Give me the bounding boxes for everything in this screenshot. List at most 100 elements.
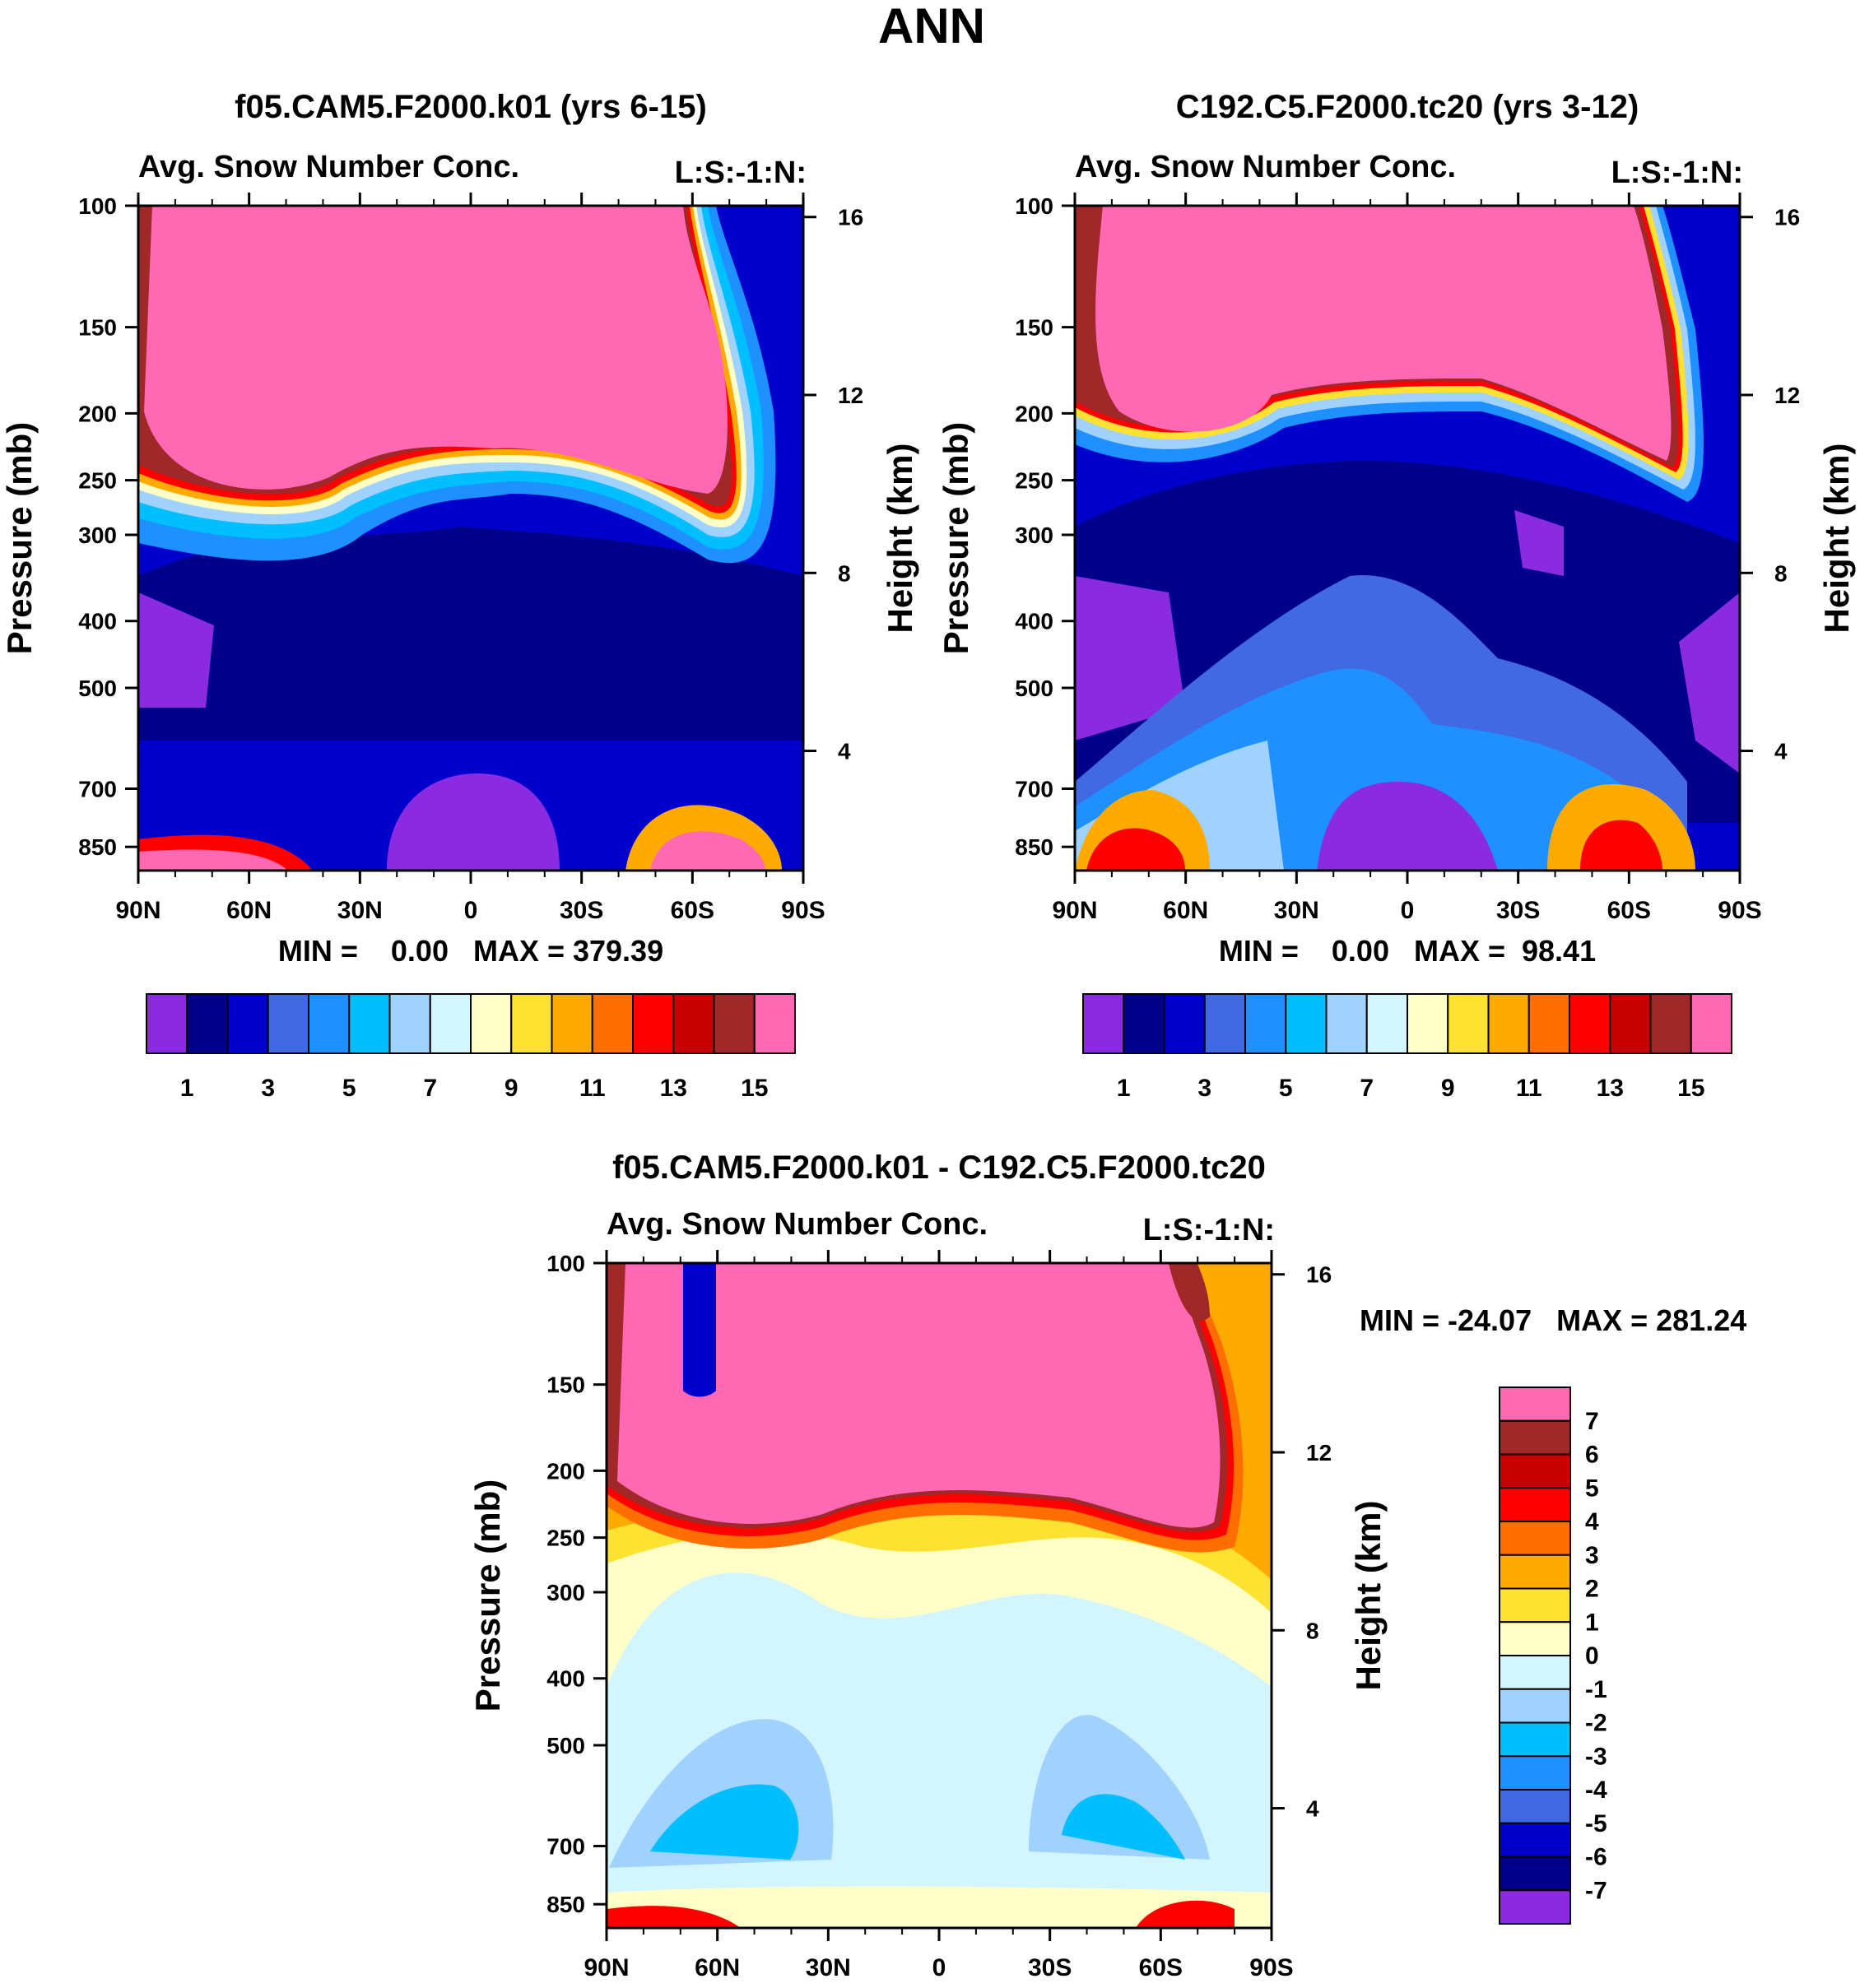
x-tick-label: 60N bbox=[1163, 897, 1208, 924]
y2-tick-label: 12 bbox=[1306, 1440, 1332, 1465]
y-tick-label: 200 bbox=[546, 1458, 585, 1484]
colorbar-swatch bbox=[1569, 993, 1611, 1054]
colorbar-swatch bbox=[1163, 993, 1206, 1054]
x-tick-label: 0 bbox=[932, 1954, 946, 1981]
colorbar-swatch bbox=[1649, 993, 1692, 1054]
colorbar-swatch bbox=[388, 993, 431, 1054]
colorbar-label: 9 bbox=[1441, 1075, 1455, 1102]
colorbar-label: 0 bbox=[1585, 1642, 1599, 1670]
x-tick-label: 90S bbox=[1249, 1954, 1293, 1981]
y-tick-label: 400 bbox=[546, 1666, 585, 1692]
x-tick-label: 90N bbox=[1052, 897, 1097, 924]
colorbar-label: 13 bbox=[1597, 1075, 1624, 1102]
colorbar-swatch bbox=[1499, 1386, 1571, 1422]
colorbar-swatch bbox=[1285, 993, 1328, 1054]
panel-a-stats: MIN = 0.00 MAX = 379.39 bbox=[278, 934, 663, 968]
colorbar-swatch bbox=[146, 993, 188, 1054]
colorbar-label: 7 bbox=[423, 1075, 437, 1102]
x-tick-label: 30S bbox=[560, 897, 603, 924]
main-title: ANN bbox=[878, 0, 985, 53]
colorbar-swatch bbox=[1499, 1789, 1571, 1824]
colorbar-label: 3 bbox=[1197, 1075, 1211, 1102]
y2-tick-label: 16 bbox=[1306, 1262, 1332, 1288]
y2-tick-label: 4 bbox=[1774, 739, 1788, 764]
panel-a-subtitle-right: L:S:-1:N: bbox=[675, 156, 807, 190]
y-tick-label: 300 bbox=[78, 523, 117, 548]
colorbar-swatch bbox=[348, 993, 391, 1054]
y-tick-label: 150 bbox=[1015, 315, 1053, 341]
colorbar-swatch bbox=[470, 993, 513, 1054]
colorbar-swatch bbox=[1528, 993, 1570, 1054]
colorbar-swatch bbox=[1365, 993, 1408, 1054]
colorbar-swatch bbox=[186, 993, 229, 1054]
colorbar-label: 7 bbox=[1360, 1075, 1374, 1102]
panel-c-axes: 90N 60N 30N 0 30S 60S 90S 100 150 200 250 300 400 500… bbox=[546, 1250, 1332, 1981]
x-tick-label: 0 bbox=[1401, 897, 1415, 924]
colorbar-swatch bbox=[1082, 993, 1125, 1054]
panel-b-title: C192.C5.F2000.tc20 (yrs 3-12) bbox=[1176, 89, 1639, 125]
panel-b-stats: MIN = 0.00 MAX = 98.41 bbox=[1219, 934, 1596, 968]
colorbar-label: 9 bbox=[505, 1075, 518, 1102]
colorbar-swatch bbox=[1499, 1822, 1571, 1858]
x-tick-label: 30N bbox=[1274, 897, 1319, 924]
y-tick-label: 150 bbox=[78, 315, 117, 341]
colorbar-swatch bbox=[1499, 1521, 1571, 1556]
colorbar-label: 3 bbox=[261, 1075, 275, 1102]
y-tick-label: 850 bbox=[78, 834, 117, 860]
colorbar-swatch bbox=[1499, 1856, 1571, 1892]
colorbar-label: 11 bbox=[1516, 1075, 1542, 1102]
x-tick-label: 30S bbox=[1496, 897, 1540, 924]
y2-tick-label: 12 bbox=[838, 383, 863, 408]
y-tick-label: 200 bbox=[78, 401, 117, 426]
panel-b-y2label: Height (km) bbox=[1817, 444, 1856, 634]
panel-a-colorbar: 1 3 5 7 9 11 13 15 bbox=[146, 993, 796, 1102]
panel-b-colorbar: 1 3 5 7 9 11 13 15 bbox=[1082, 993, 1732, 1102]
panel-a-title: f05.CAM5.F2000.k01 (yrs 6-15) bbox=[235, 89, 707, 125]
colorbar-swatch bbox=[1499, 1554, 1571, 1590]
y-tick-label: 250 bbox=[546, 1526, 585, 1551]
colorbar-label: -3 bbox=[1585, 1743, 1607, 1770]
x-tick-label: 60N bbox=[695, 1954, 740, 1981]
colorbar-swatch bbox=[1499, 1688, 1571, 1724]
panel-c-y2label: Height (km) bbox=[1349, 1501, 1388, 1691]
panel-c-subtitle-left: Avg. Snow Number Conc. bbox=[607, 1207, 988, 1242]
panel-b-ylabel: Pressure (mb) bbox=[937, 422, 975, 654]
y2-tick-label: 4 bbox=[1306, 1796, 1319, 1822]
colorbar-label: 1 bbox=[180, 1075, 194, 1102]
colorbar-label: 1 bbox=[1585, 1609, 1599, 1636]
panel-model-b: C192.C5.F2000.tc20 (yrs 3-12) Avg. Snow … bbox=[937, 89, 1856, 1102]
colorbar-swatch bbox=[226, 993, 269, 1054]
colorbar-label: 2 bbox=[1585, 1576, 1599, 1603]
panel-a-y2label: Height (km) bbox=[881, 444, 919, 634]
colorbar-label: 5 bbox=[1279, 1075, 1293, 1102]
colorbar-label: 5 bbox=[342, 1075, 356, 1102]
colorbar-swatch bbox=[1487, 993, 1530, 1054]
colorbar-swatch bbox=[1499, 1621, 1571, 1656]
colorbar-swatch bbox=[672, 993, 715, 1054]
y-tick-label: 250 bbox=[78, 468, 117, 494]
colorbar-swatch bbox=[1447, 993, 1490, 1054]
x-tick-label: 90S bbox=[781, 897, 825, 924]
colorbar-swatch bbox=[510, 993, 553, 1054]
colorbar-label: 15 bbox=[741, 1075, 768, 1102]
x-tick-label: 90N bbox=[584, 1954, 629, 1981]
colorbar-swatch bbox=[1499, 1755, 1571, 1791]
y-tick-label: 400 bbox=[78, 609, 117, 634]
panel-a-field bbox=[138, 206, 803, 871]
colorbar-label: 13 bbox=[660, 1075, 687, 1102]
y-tick-label: 300 bbox=[546, 1580, 585, 1605]
y-tick-label: 150 bbox=[546, 1373, 585, 1398]
x-tick-label: 60S bbox=[1607, 897, 1651, 924]
colorbar-swatch bbox=[1499, 1889, 1571, 1925]
colorbar-swatch bbox=[1499, 1655, 1571, 1690]
y-tick-label: 700 bbox=[546, 1833, 585, 1859]
colorbar-swatch bbox=[1407, 993, 1449, 1054]
y-tick-label: 100 bbox=[546, 1251, 585, 1276]
colorbar-swatch bbox=[632, 993, 675, 1054]
colorbar-label: -5 bbox=[1585, 1810, 1607, 1837]
y-tick-label: 400 bbox=[1015, 609, 1053, 634]
panel-b-subtitle-right: L:S:-1:N: bbox=[1611, 156, 1743, 190]
y2-tick-label: 8 bbox=[1774, 560, 1788, 586]
panel-difference: f05.CAM5.F2000.k01 - C192.C5.F2000.tc20 … bbox=[468, 1150, 1746, 1981]
